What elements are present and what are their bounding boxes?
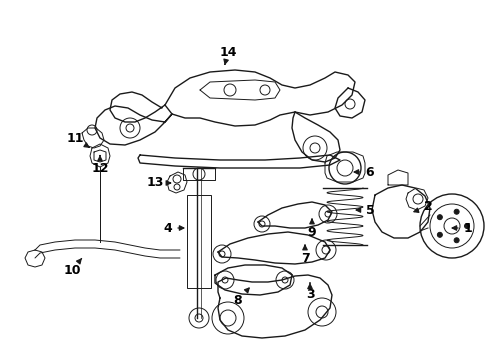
- Text: 12: 12: [91, 156, 109, 175]
- Text: 2: 2: [414, 201, 432, 213]
- Text: 8: 8: [234, 288, 249, 306]
- Text: 10: 10: [63, 258, 81, 276]
- Circle shape: [465, 224, 469, 229]
- Text: 14: 14: [219, 45, 237, 64]
- Text: 4: 4: [164, 221, 184, 234]
- Text: 5: 5: [356, 203, 374, 216]
- Text: 3: 3: [306, 283, 314, 302]
- Text: 7: 7: [301, 245, 309, 265]
- Text: 13: 13: [147, 176, 171, 189]
- Text: 1: 1: [452, 221, 472, 234]
- Bar: [187, 195, 211, 288]
- Text: 11: 11: [66, 131, 89, 147]
- Circle shape: [438, 232, 442, 237]
- Text: 9: 9: [308, 219, 317, 238]
- Circle shape: [454, 238, 459, 243]
- Circle shape: [454, 209, 459, 214]
- Text: 6: 6: [354, 166, 374, 179]
- Circle shape: [438, 215, 442, 220]
